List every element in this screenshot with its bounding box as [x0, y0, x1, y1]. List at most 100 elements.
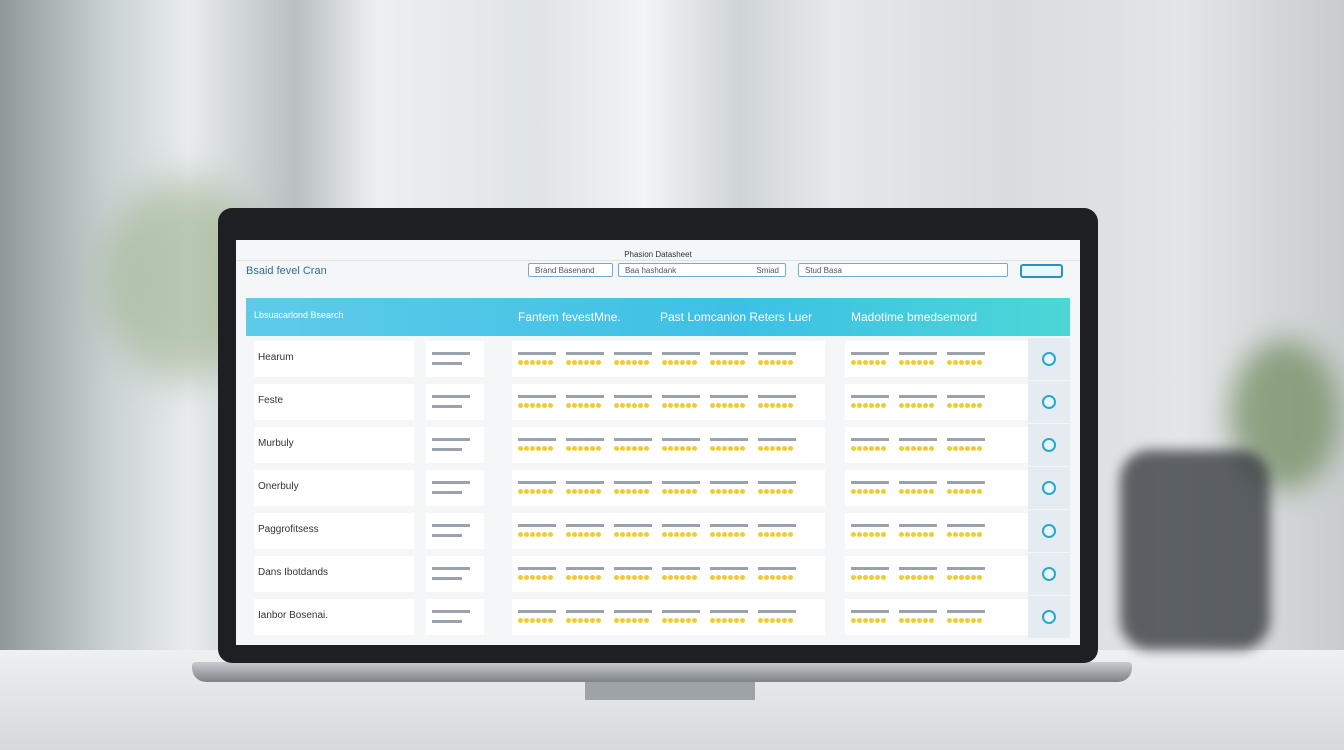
data-cell — [426, 341, 484, 377]
cell-icon — [518, 446, 523, 451]
cell-icon — [857, 575, 862, 580]
cell-icon — [863, 489, 868, 494]
cell-icon — [917, 532, 922, 537]
cell-icon — [518, 575, 523, 580]
label-cell — [254, 513, 414, 549]
cell-text — [710, 438, 748, 441]
cell-icon — [530, 618, 535, 623]
cell-icon — [911, 618, 916, 623]
cell-icon — [923, 446, 928, 451]
cell-icon — [770, 446, 775, 451]
cell-icon — [596, 360, 601, 365]
cell-icon — [716, 575, 721, 580]
cell-icon — [851, 360, 856, 365]
cell-icon — [524, 446, 529, 451]
action-button[interactable] — [1042, 567, 1056, 581]
cell-icon — [917, 360, 922, 365]
cell-text — [518, 481, 556, 484]
cell-text — [758, 524, 796, 527]
cell-icon — [542, 575, 547, 580]
cell-icon — [923, 360, 928, 365]
cell-text — [851, 352, 889, 355]
action-button[interactable] — [1042, 481, 1056, 495]
cell-icon — [959, 532, 964, 537]
data-cell — [845, 341, 1028, 377]
cell-icon — [923, 532, 928, 537]
search-field[interactable]: Baa hashdank Smiad — [618, 263, 786, 277]
cell-icon — [680, 575, 685, 580]
table-row: Paggrofitsess — [246, 510, 1070, 552]
cell-icon — [782, 575, 787, 580]
cell-icon — [578, 575, 583, 580]
cell-icon — [614, 618, 619, 623]
cell-icon — [566, 618, 571, 623]
search-button[interactable] — [1020, 264, 1063, 278]
cell-icon — [959, 575, 964, 580]
cell-icon — [953, 360, 958, 365]
cell-icon — [644, 489, 649, 494]
cell-icon — [959, 618, 964, 623]
cell-text — [432, 610, 470, 613]
cell-icon — [899, 532, 904, 537]
cell-icon — [899, 575, 904, 580]
cell-icon — [668, 403, 673, 408]
cell-text — [432, 491, 462, 494]
table-row: Onerbuly — [246, 467, 1070, 509]
cell-icon — [572, 618, 577, 623]
cell-icon — [536, 532, 541, 537]
cell-icon — [572, 532, 577, 537]
table-header: Lbsuacarlond Bsearch Fantem fevestMne. P… — [246, 298, 1070, 336]
cell-text — [432, 448, 462, 451]
cell-text — [851, 610, 889, 613]
cell-icon — [710, 575, 715, 580]
cell-icon — [644, 360, 649, 365]
cell-text — [899, 481, 937, 484]
action-button[interactable] — [1042, 395, 1056, 409]
search-field[interactable]: Brand Basenand — [528, 263, 613, 277]
cell-icon — [929, 360, 934, 365]
cell-icon — [905, 489, 910, 494]
cell-icon — [632, 532, 637, 537]
row-label: Feste — [258, 395, 284, 406]
cell-icon — [953, 403, 958, 408]
cell-text — [662, 352, 700, 355]
cell-icon — [626, 446, 631, 451]
cell-icon — [572, 403, 577, 408]
cell-icon — [776, 403, 781, 408]
cell-icon — [764, 446, 769, 451]
cell-icon — [572, 446, 577, 451]
cell-text — [710, 352, 748, 355]
table-row: Hearum — [246, 338, 1070, 380]
cell-icon — [590, 360, 595, 365]
action-button[interactable] — [1042, 524, 1056, 538]
action-button[interactable] — [1042, 352, 1056, 366]
cell-icon — [740, 446, 745, 451]
cell-icon — [686, 532, 691, 537]
cell-text — [566, 524, 604, 527]
cell-icon — [881, 532, 886, 537]
cell-icon — [584, 618, 589, 623]
search-field[interactable]: Stud Basa — [798, 263, 1008, 277]
cell-icon — [851, 532, 856, 537]
cell-icon — [788, 446, 793, 451]
cell-icon — [674, 489, 679, 494]
cell-icon — [686, 360, 691, 365]
cell-icon — [869, 575, 874, 580]
action-button[interactable] — [1042, 610, 1056, 624]
cell-icon — [977, 360, 982, 365]
cell-icon — [674, 618, 679, 623]
cell-icon — [710, 618, 715, 623]
label-cell — [254, 384, 414, 420]
cell-icon — [947, 360, 952, 365]
cell-text — [432, 567, 470, 570]
cell-icon — [851, 575, 856, 580]
cell-icon — [620, 532, 625, 537]
cell-text — [662, 524, 700, 527]
cell-icon — [923, 403, 928, 408]
row-label: Ianbor Bosenai. — [258, 610, 329, 621]
cell-icon — [971, 618, 976, 623]
cell-icon — [692, 532, 697, 537]
cell-icon — [728, 446, 733, 451]
action-button[interactable] — [1042, 438, 1056, 452]
cell-icon — [680, 532, 685, 537]
